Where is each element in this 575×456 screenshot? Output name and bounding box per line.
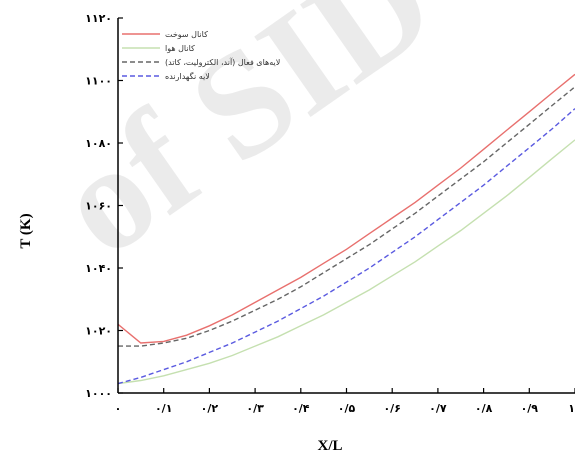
y-tick-label: ۱۱۰۰ (85, 75, 112, 88)
legend-label: لایه نگهدارنده (165, 71, 210, 81)
plot-area (117, 73, 575, 385)
series-line (118, 86, 575, 347)
x-tick-label: ۰/۱ (155, 402, 172, 415)
y-tick-label: ۱۱۲۰ (85, 12, 112, 25)
x-tick-label: ۰/۳ (246, 402, 264, 415)
y-tick-label: ۱۰۸۰ (85, 137, 112, 150)
x-axis-title: X/L (317, 438, 342, 454)
x-tick-label: ۰/۲ (201, 402, 219, 415)
legend: کانال سوخت کانال هوا لایه‌های فعال (آند، ا… (122, 30, 280, 81)
legend-label: لایه‌های فعال (آند، الکترولیت، کاتد) (165, 57, 280, 67)
x-tick-label: ۰/۵ (338, 402, 356, 415)
series-line (117, 139, 575, 385)
legend-label: کانال سوخت (165, 30, 208, 39)
x-tick-label: ۰/۷ (429, 402, 447, 415)
x-tick-label: ۰/۸ (475, 402, 493, 415)
x-tick-label: ۰/۹ (521, 402, 539, 415)
x-tick-label: ۱ (568, 402, 575, 415)
series-line (117, 108, 575, 385)
y-tick-label: ۱۰۶۰ (85, 200, 112, 213)
y-axis-title: T (K) (18, 213, 34, 248)
y-tick-label: ۱۰۲۰ (85, 325, 112, 338)
x-tick-label: ۰/۶ (383, 402, 400, 415)
y-tick-label: ۱۰۴۰ (85, 262, 112, 275)
axes: ۱۰۰۰ ۱۰۲۰ ۱۰۴۰ ۱۰۶۰ ۱۰۸۰ ۱۱۰۰ ۱۱۲۰ ۰ ۰/۱ ۰/۲ ۰/۳ ۰/… (85, 12, 575, 415)
legend-label: کانال هوا (165, 44, 195, 53)
x-tick-label: ۰/۴ (292, 402, 310, 415)
x-tick-label: ۰ (115, 402, 122, 415)
y-tick-label: ۱۰۰۰ (85, 387, 112, 400)
series-line (117, 73, 575, 344)
